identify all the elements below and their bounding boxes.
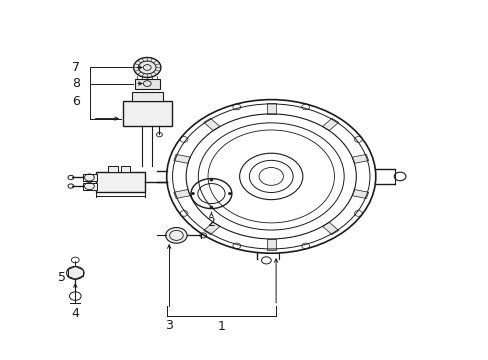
Bar: [82, 174, 97, 181]
Bar: [203, 222, 220, 235]
Bar: [322, 118, 338, 131]
Bar: [351, 154, 368, 163]
Bar: [82, 183, 97, 190]
Bar: [173, 189, 190, 198]
Text: 5: 5: [58, 271, 65, 284]
Circle shape: [191, 193, 194, 195]
Bar: [266, 103, 275, 114]
Bar: [322, 222, 338, 235]
Circle shape: [228, 193, 231, 195]
Circle shape: [133, 58, 161, 77]
Bar: [266, 239, 275, 249]
Circle shape: [165, 228, 187, 243]
Bar: [96, 172, 144, 192]
Bar: [351, 189, 368, 198]
Circle shape: [209, 206, 212, 208]
Bar: [122, 102, 171, 126]
Text: 1: 1: [217, 320, 225, 333]
Bar: [120, 166, 130, 172]
Bar: [173, 154, 190, 163]
Bar: [131, 93, 163, 102]
Bar: [108, 166, 118, 172]
Text: 2: 2: [207, 216, 215, 229]
Circle shape: [66, 266, 84, 279]
Text: 6: 6: [72, 95, 80, 108]
Bar: [203, 118, 220, 131]
Text: 4: 4: [71, 307, 79, 320]
Bar: [134, 79, 160, 89]
Text: 8: 8: [72, 77, 80, 90]
Circle shape: [209, 179, 212, 181]
Text: 3: 3: [165, 319, 173, 332]
Text: 7: 7: [72, 61, 80, 74]
